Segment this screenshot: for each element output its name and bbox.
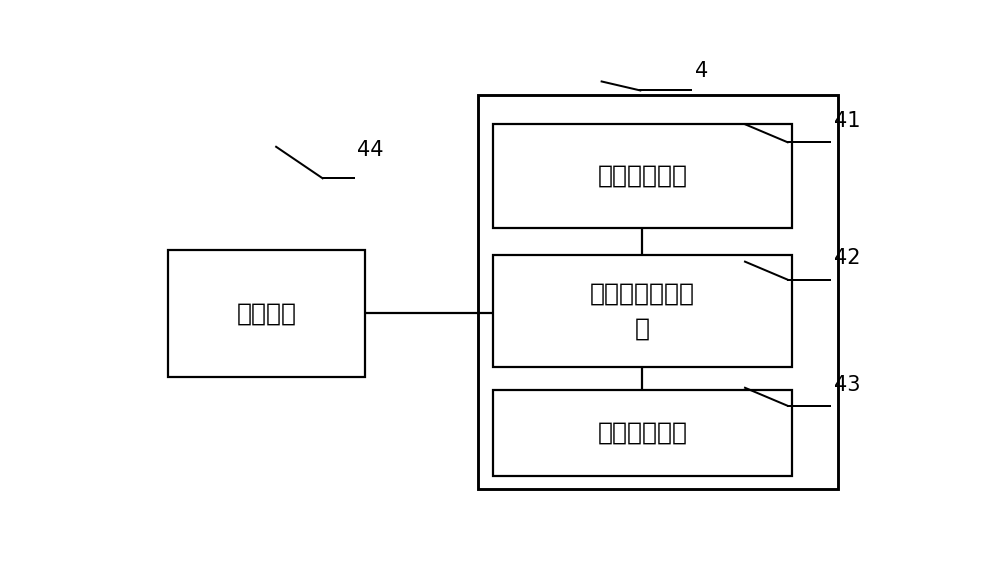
Text: 问题测试分析模: 问题测试分析模 <box>590 282 695 306</box>
Text: 4: 4 <box>695 61 708 81</box>
Bar <box>493 390 792 476</box>
Bar <box>478 95 838 489</box>
Text: 问题播放模块: 问题播放模块 <box>597 164 687 188</box>
Text: 43: 43 <box>834 374 861 394</box>
Text: 综合分析模块: 综合分析模块 <box>597 421 687 445</box>
Bar <box>493 124 792 228</box>
Text: 41: 41 <box>834 111 861 131</box>
Text: 显示模块: 显示模块 <box>236 301 296 325</box>
Text: 块: 块 <box>635 316 650 340</box>
Bar <box>168 250 365 377</box>
Text: 42: 42 <box>834 249 861 269</box>
Bar <box>493 255 792 367</box>
Text: 44: 44 <box>358 140 384 160</box>
